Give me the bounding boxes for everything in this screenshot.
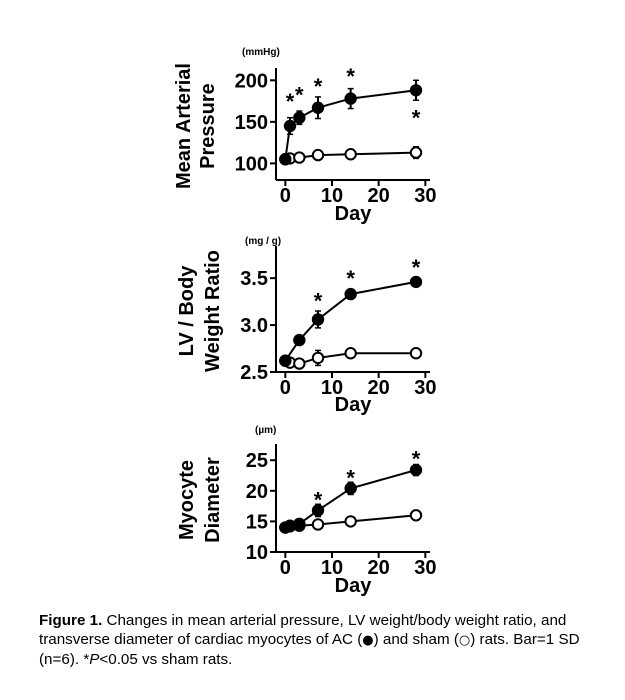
panel1-significance-asterisk: * xyxy=(412,106,421,131)
panel1-x-axis-label: Day xyxy=(335,203,373,225)
panel3-y-tick-label: 25 xyxy=(246,450,268,472)
filled-circle-symbol: ● xyxy=(362,633,374,648)
panel3-open-point xyxy=(344,515,357,528)
panel3-significance-asterisk: * xyxy=(346,465,355,490)
open-circle-symbol: ○ xyxy=(458,633,471,648)
panel2-filled-point xyxy=(293,333,306,347)
panel1-open-point xyxy=(344,148,357,161)
panel2-open-point xyxy=(409,347,423,360)
panel3-significance-asterisk: * xyxy=(314,487,323,512)
panel1-filled-point xyxy=(344,92,357,105)
panel3-x-tick-label: 10 xyxy=(321,557,343,579)
panel1-x-tick-label: 30 xyxy=(414,185,436,207)
panel2-unit-label: (mg / g) xyxy=(245,236,281,247)
panel2-significance-asterisk: * xyxy=(314,289,323,314)
panel2-open-point xyxy=(293,357,306,370)
caption-p-italic: P xyxy=(89,651,100,668)
panel1-filled-point xyxy=(409,84,423,97)
panel3-y-axis-label: Myocyte xyxy=(176,460,198,540)
panel3-open-point xyxy=(311,518,325,531)
panel1-open-point xyxy=(409,146,423,159)
panel3-x-tick-label: 20 xyxy=(368,557,390,579)
panel2-x-tick-label: 0 xyxy=(280,377,291,399)
caption-label: Figure 1. xyxy=(39,612,103,629)
panel2-significance-asterisk: * xyxy=(346,266,355,291)
panel1-x-tick-label: 0 xyxy=(280,185,291,207)
panel3-y-tick-label: 15 xyxy=(246,511,268,533)
caption-text-2: ) and sham ( xyxy=(373,631,459,648)
panel3-filled-point xyxy=(311,504,325,517)
panel2-x-tick-label: 10 xyxy=(321,377,343,399)
panel3-x-tick-label: 0 xyxy=(280,557,291,579)
caption-text-4: <0.05 vs sham rats. xyxy=(99,651,233,668)
panel3-y-tick-label: 20 xyxy=(246,481,268,503)
panel1-y-axis-label: Pressure xyxy=(197,83,219,169)
panel1-significance-asterisk: * xyxy=(346,64,355,89)
panel2-significance-asterisk: * xyxy=(412,255,421,280)
panel2-open-point xyxy=(311,351,325,365)
panel2-y-axis-label: Weight Ratio xyxy=(202,250,224,372)
panel1-open-point xyxy=(293,151,306,164)
panel2-filled-point xyxy=(344,287,357,301)
panel3-unit-label: (µm) xyxy=(255,425,276,436)
panel2-filled-point xyxy=(409,275,423,289)
caption-text-3: ) rats. Bar=1 SD (n=6). * xyxy=(39,631,580,668)
caption-text-1: Changes in mean arterial pressure, LV we… xyxy=(39,612,567,648)
panel2-y-axis-label: LV / Body xyxy=(176,265,198,357)
panel1-y-tick-label: 200 xyxy=(235,70,268,92)
panel1-open-point xyxy=(311,148,325,162)
panel2-x-axis-label: Day xyxy=(335,394,373,416)
panel1-unit-label: (mmHg) xyxy=(242,47,280,58)
panel1-y-axis-label: Mean Arterial xyxy=(173,63,195,189)
panel1-filled-point xyxy=(279,153,292,166)
panel3-filled-point xyxy=(409,463,423,477)
panel3-filled-point xyxy=(344,482,357,495)
panel1-significance-asterisk: * xyxy=(314,74,323,99)
panel3-y-tick-label: 10 xyxy=(246,542,268,564)
panel3-significance-asterisk: * xyxy=(412,446,421,471)
panel1-filled-point xyxy=(293,111,306,124)
panel2-open-point xyxy=(344,347,357,360)
panel2-x-tick-label: 30 xyxy=(414,377,436,399)
panel2-filled-point xyxy=(311,313,325,326)
panel1-filled-point xyxy=(311,101,325,114)
panel3-x-tick-label: 30 xyxy=(414,557,436,579)
panel2-y-tick-label: 2.5 xyxy=(240,362,268,384)
panel2-y-tick-label: 3.5 xyxy=(240,268,268,290)
figure-caption: Figure 1. Changes in mean arterial press… xyxy=(39,611,599,669)
panel1-significance-asterisk: * xyxy=(295,82,304,107)
panel1-filled-point xyxy=(283,119,297,133)
panel2-filled-point xyxy=(279,354,292,367)
panel3-x-axis-label: Day xyxy=(335,575,373,597)
panel3-open-point xyxy=(409,509,423,522)
panel1-significance-asterisk: * xyxy=(286,89,295,114)
panel1-x-tick-label: 10 xyxy=(321,185,343,207)
panel1-y-tick-label: 100 xyxy=(235,153,268,175)
panel2-y-tick-label: 3.0 xyxy=(240,315,268,337)
panel2-x-tick-label: 20 xyxy=(368,377,390,399)
panel3-y-axis-label: Diameter xyxy=(202,457,224,543)
panel3-filled-point xyxy=(293,517,306,531)
panel1-x-tick-label: 20 xyxy=(368,185,390,207)
panel1-y-tick-label: 150 xyxy=(235,112,268,134)
